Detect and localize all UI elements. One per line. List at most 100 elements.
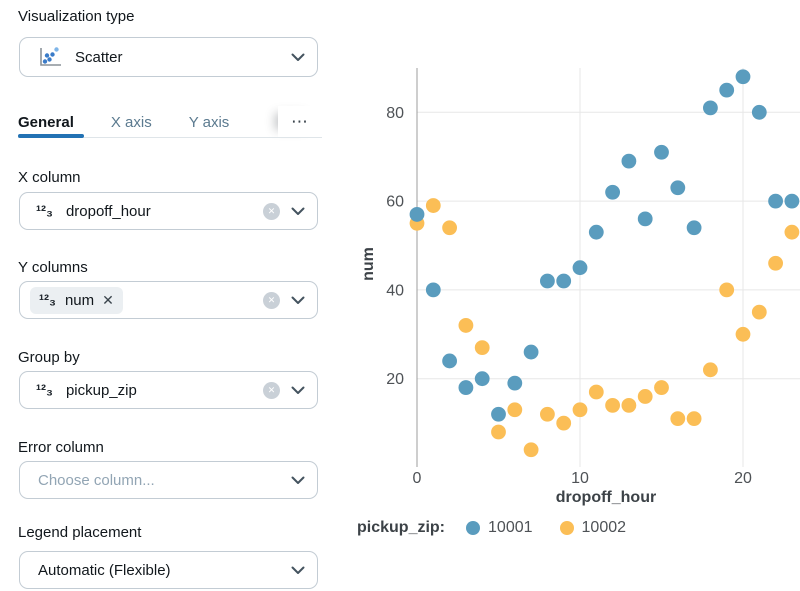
data-point-10001 (605, 184, 620, 200)
y-axis-title: num (360, 247, 377, 281)
tab-general[interactable]: General (18, 113, 74, 131)
group-by-label: Group by (18, 349, 80, 366)
data-point-10001 (751, 104, 767, 120)
tab-y-axis[interactable]: Y axis (188, 113, 230, 131)
y-tick-label: 20 (386, 371, 404, 388)
chevron-down-icon (291, 476, 305, 485)
legend-placement-select[interactable]: Automatic (Flexible) (19, 551, 318, 589)
tab-bar: General X axis Y axis ⋯ (18, 106, 322, 137)
data-point-10002 (540, 406, 555, 422)
data-point-10001 (703, 100, 718, 116)
active-tab-indicator (18, 134, 84, 138)
data-point-10001 (474, 371, 490, 387)
x-column-label: X column (18, 169, 81, 186)
chart-legend: pickup_zip: 10001 10002 (357, 519, 626, 537)
data-point-10002 (621, 397, 637, 413)
data-point-10001 (540, 273, 555, 289)
ellipsis-icon: ⋯ (291, 111, 309, 131)
y-tick-label: 40 (386, 282, 404, 299)
y-columns-label: Y columns (18, 259, 88, 276)
data-point-10002 (523, 442, 539, 458)
data-point-10001 (458, 380, 474, 395)
scatter-chart: 20 40 60 80 0 10 20 num dropoff_hour (360, 68, 800, 506)
number-type-icon: ¹²₃ (39, 291, 56, 309)
data-point-10002 (654, 380, 669, 395)
data-point-10001 (507, 375, 523, 391)
data-point-10001 (768, 193, 783, 209)
data-point-10001 (442, 353, 457, 369)
legend-item-label: 10001 (488, 519, 533, 536)
y-column-chip-value: num (64, 291, 95, 309)
chart-area: 20 40 60 80 0 10 20 num dropoff_hour (340, 0, 800, 586)
data-point-10002 (556, 415, 572, 431)
legend-item-10002[interactable]: 10002 (559, 519, 626, 537)
data-point-10001 (588, 224, 604, 240)
data-point-10002 (474, 340, 490, 356)
error-column-select[interactable]: Choose column... (19, 461, 318, 499)
chevron-down-icon (291, 207, 305, 216)
error-column-label: Error column (18, 439, 104, 456)
data-point-10001 (735, 69, 751, 85)
tabs-divider (18, 137, 322, 138)
data-point-10001 (425, 282, 441, 298)
viz-type-select[interactable]: Scatter (19, 37, 318, 77)
data-point-10001 (686, 220, 702, 236)
data-point-10001 (523, 344, 539, 360)
series-dot-icon (559, 521, 574, 535)
data-point-10001 (654, 144, 669, 160)
data-point-10001 (621, 153, 637, 169)
error-column-placeholder: Choose column... (38, 471, 155, 489)
group-by-select[interactable]: ¹²₃ pickup_zip ✕ (19, 371, 318, 409)
y-column-chip: ¹²₃ num ✕ (30, 286, 123, 314)
number-type-icon: ¹²₃ (36, 381, 53, 399)
data-point-10002 (442, 220, 457, 236)
chevron-down-icon (291, 566, 305, 575)
x-column-select[interactable]: ¹²₃ dropoff_hour ✕ (19, 192, 318, 230)
legend-placement-value: Automatic (Flexible) (38, 561, 171, 579)
group-by-value: pickup_zip (65, 381, 137, 399)
data-point-10002 (719, 282, 735, 298)
data-point-10002 (703, 362, 718, 378)
y-tick-label: 80 (386, 105, 404, 122)
data-point-10002 (637, 389, 653, 404)
data-point-10002 (458, 318, 474, 333)
clear-icon[interactable]: ✕ (263, 202, 280, 220)
data-point-10001 (670, 180, 686, 196)
viz-type-value: Scatter (75, 48, 123, 66)
chevron-down-icon (291, 53, 305, 62)
x-tick-label: 20 (734, 470, 752, 487)
data-point-10001 (409, 207, 425, 222)
data-point-10002 (605, 397, 620, 413)
legend-item-10001[interactable]: 10001 (466, 519, 533, 537)
data-point-10001 (572, 260, 588, 276)
legend-placement-label: Legend placement (18, 524, 142, 541)
more-tabs-button[interactable]: ⋯ (278, 106, 322, 137)
data-point-10001 (784, 193, 800, 209)
series-dot-icon (466, 521, 481, 535)
clear-icon[interactable]: ✕ (263, 291, 280, 309)
data-point-10002 (686, 411, 702, 427)
x-column-value: dropoff_hour (65, 202, 151, 220)
clear-icon[interactable]: ✕ (263, 381, 280, 399)
tab-x-axis[interactable]: X axis (110, 113, 152, 131)
chevron-down-icon (291, 296, 305, 305)
data-point-10002 (735, 326, 751, 342)
chevron-down-icon (291, 386, 305, 395)
x-axis-title: dropoff_hour (556, 489, 656, 506)
x-tick-label: 0 (413, 470, 422, 487)
scatter-type-icon (36, 46, 62, 68)
viz-type-label: Visualization type (18, 8, 135, 25)
remove-chip-icon[interactable]: ✕ (102, 291, 114, 308)
data-point-10002 (425, 198, 441, 213)
number-type-icon: ¹²₃ (36, 202, 53, 220)
data-point-10002 (784, 224, 800, 240)
data-point-10002 (588, 384, 604, 400)
y-columns-select[interactable]: ¹²₃ num ✕ ✕ (19, 281, 318, 319)
data-point-10002 (768, 255, 783, 271)
legend-title: pickup_zip: (357, 519, 446, 536)
data-point-10002 (507, 402, 523, 418)
data-point-10001 (491, 406, 506, 422)
data-point-10002 (572, 402, 588, 418)
data-point-10001 (556, 273, 572, 289)
data-point-10001 (637, 211, 653, 227)
